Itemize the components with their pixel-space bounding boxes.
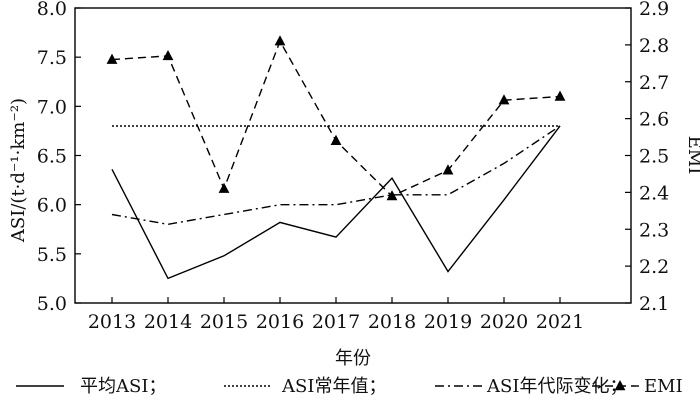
emi-point [386,190,398,201]
x-tick-label: 2020 [480,311,528,333]
y-axis-left-title: ASI/(t·d⁻¹·km⁻²) [8,98,29,243]
series-layer [106,35,566,280]
legend-label: ASI常年值； [281,376,386,397]
x-tick-label: 2021 [536,311,584,333]
legend-label: 平均ASI； [80,376,166,397]
x-tick-label: 2014 [144,311,192,333]
y-left-tick-label: 5.0 [37,293,67,315]
legend-label: ASI年代际变化； [486,376,627,397]
emi-point [330,134,342,145]
y-right-tick-label: 2.1 [639,293,669,315]
legend-triangle-icon [614,380,626,391]
emi-point [498,94,510,105]
x-tick-label: 2017 [312,311,360,333]
y-right-tick-label: 2.5 [639,146,669,168]
y-left-tick-label: 7.0 [37,96,67,118]
series-line-0 [111,125,561,280]
legend-label: EMI [644,376,683,397]
y-right-tick-label: 2.3 [639,219,669,241]
x-axis-title: 年份 [335,348,371,369]
emi-point [274,35,286,46]
y-left-tick-label: 8.0 [37,0,67,20]
x-tick-label: 2013 [88,311,136,333]
left-axis-ticks: 5.0 5.5 6.0 6.5 7.0 7.5 8.0 [37,0,81,315]
y-left-tick-label: 7.5 [37,47,67,69]
x-tick-label: 2016 [256,311,304,333]
y-right-tick-label: 2.2 [639,256,669,278]
emi-point [442,164,454,175]
x-tick-label: 2018 [368,311,416,333]
series-line-2 [111,125,561,226]
x-tick-label: 2019 [424,311,472,333]
emi-point [554,90,566,101]
emi-point [162,49,174,61]
emi-point [218,182,230,193]
y-left-tick-label: 5.5 [37,244,67,266]
y-right-tick-label: 2.7 [639,72,669,94]
x-tick-label: 2015 [200,311,248,333]
y-right-tick-label: 2.4 [639,182,669,204]
emi-point [106,53,118,64]
legend: 平均ASI； ASI常年值； ASI年代际变化； EMI [16,376,683,397]
right-axis-ticks: 2.1 2.2 2.3 2.4 2.5 2.6 2.7 2.8 2.9 [625,0,669,315]
y-right-tick-label: 2.6 [639,109,669,131]
y-right-tick-label: 2.9 [639,0,669,20]
y-axis-right-title: EMI [684,136,700,175]
x-axis-ticks: 2013 2014 2015 2016 2017 2018 2019 2020 2021 [88,297,584,333]
y-left-tick-label: 6.5 [37,146,67,168]
y-right-tick-label: 2.8 [639,35,669,57]
y-left-tick-label: 6.0 [37,195,67,217]
series-line-3 [111,39,561,197]
